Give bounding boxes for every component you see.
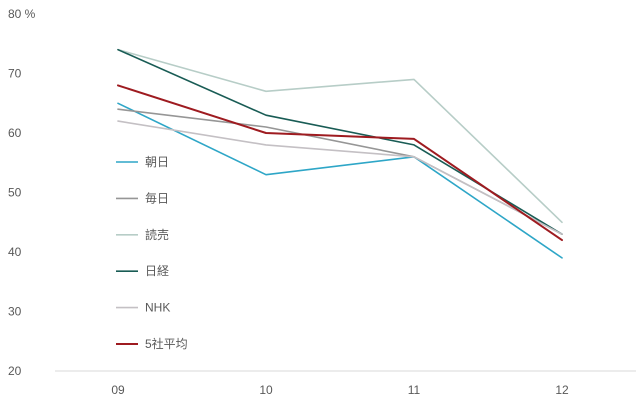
y-tick-label: 70 <box>8 67 22 81</box>
legend-label: 日経 <box>145 264 169 278</box>
y-tick-label: 60 <box>8 126 22 140</box>
legend-label: NHK <box>145 301 170 315</box>
y-tick-label: 80 % <box>8 7 36 21</box>
series-line <box>117 120 563 235</box>
x-tick-label: 12 <box>555 383 569 397</box>
y-tick-label: 40 <box>8 245 22 259</box>
legend-label: 読売 <box>145 227 169 242</box>
series-line <box>117 84 563 242</box>
x-tick-label: 10 <box>259 383 273 397</box>
x-axis-labels: 09 10 11 12 <box>111 383 569 397</box>
series-line <box>117 102 563 259</box>
series-line <box>117 48 563 224</box>
legend-label: 朝日 <box>145 155 169 169</box>
chart-series <box>117 48 563 259</box>
y-axis-labels: 80 % 70 60 50 40 30 20 <box>8 7 36 378</box>
y-tick-label: 20 <box>8 364 22 378</box>
y-tick-label: 30 <box>8 305 22 319</box>
series-line <box>117 108 563 235</box>
legend-label: 毎日 <box>145 190 169 205</box>
legend-label: 5社平均 <box>145 336 188 351</box>
y-tick-label: 50 <box>8 186 22 200</box>
x-tick-label: 09 <box>111 383 125 397</box>
x-tick-label: 11 <box>408 383 421 397</box>
